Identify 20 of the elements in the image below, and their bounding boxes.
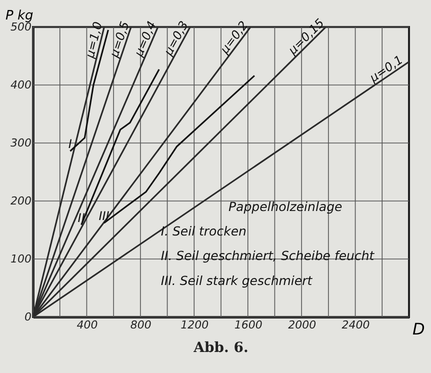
x-tick-label: 2400 [342,318,370,332]
x-tick-label: 2000 [288,318,316,332]
x-tick-label: 1200 [180,318,209,332]
text: Abb. 6. [192,340,248,356]
x-tick-label: 1600 [234,318,262,332]
series-label: III [98,209,110,224]
y-tick-label: 300 [10,136,32,150]
y-tick-label: 200 [10,194,32,208]
x-axis-title: D [412,320,425,338]
series-label: I [68,137,72,152]
y-tick-label: 100 [10,252,32,266]
y-tick-label: 0 [24,310,32,324]
y-axis-title: P kg [6,8,34,24]
x-tick-label: 800 [130,318,152,332]
text: μ=0,5 [106,20,132,60]
text: μ=1,0 [82,20,106,60]
y-tick-label: 400 [10,78,32,92]
text: μ=0,4 [131,19,159,60]
y-tick-label: 500 [10,20,32,34]
x-tick-label: 400 [76,318,98,332]
